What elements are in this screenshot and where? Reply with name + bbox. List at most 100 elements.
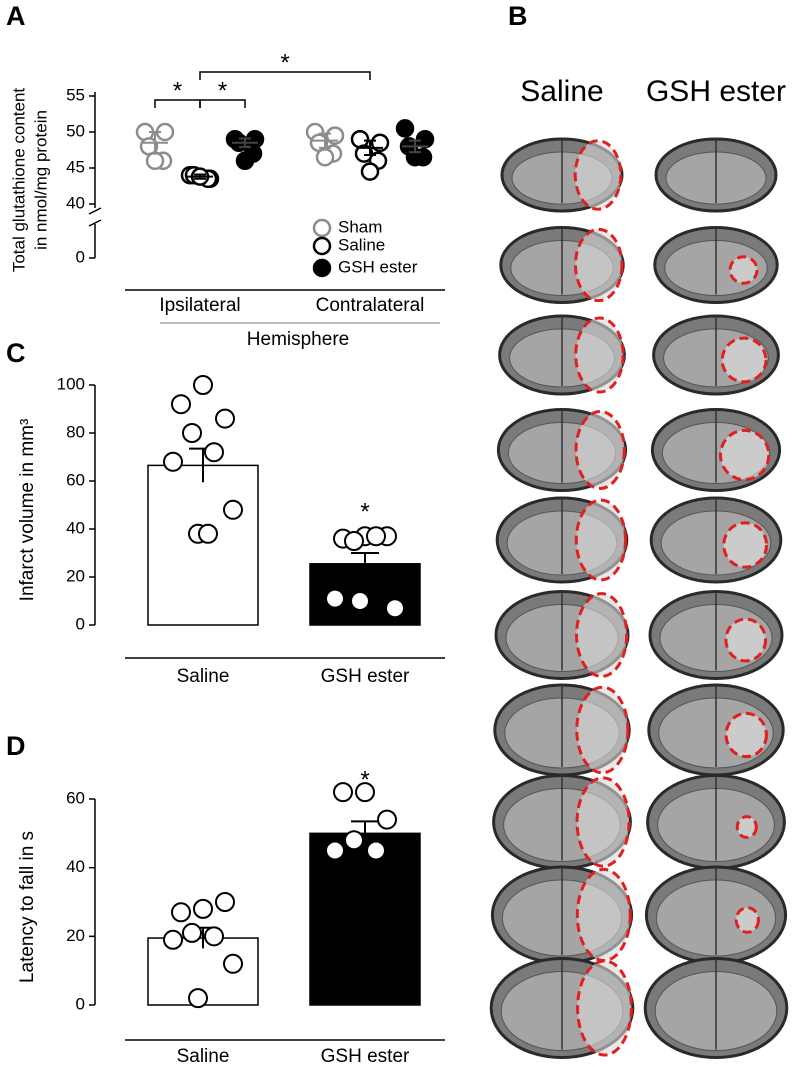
y-tick-label: 55 [66,85,85,104]
infarct-outline [735,815,758,839]
data-point [204,926,224,947]
data-point [198,523,218,544]
infarct-outline [575,867,632,963]
y-tick-label: 0 [76,614,85,633]
infarct-outline [734,906,760,934]
x-tick-label: Saline [177,666,230,687]
infarct-outline [724,617,768,663]
panel-label: B [508,1,528,31]
legend-marker [312,218,332,238]
significance-bracket [199,99,246,108]
data-point [215,892,235,912]
error-bar [351,820,379,846]
data-point [145,151,165,171]
data-point [325,588,345,609]
data-point [235,151,255,171]
data-point [204,442,224,463]
data-point [350,591,370,611]
y-axis-label: Total glutathione content [9,88,28,273]
legend-marker [312,258,332,278]
data-point [377,809,397,830]
y-axis-label: Latency to fall in s [17,831,38,983]
infarct-outline [573,227,624,303]
data-point [415,129,435,149]
bar [309,832,421,1006]
x-tick-label: Contralateral [316,295,425,316]
error-bar [351,552,379,575]
column-header: GSH ester [646,75,786,108]
y-tick-label: 100 [57,374,85,393]
error-bar [319,132,331,149]
infarct-outline [724,711,768,759]
data-point [163,451,183,472]
infarct-outline [574,316,625,394]
legend-label: GSH ester [338,257,418,276]
y-tick-label: 40 [66,193,85,212]
infarct-outline [720,336,768,384]
infarct-outline [728,255,759,285]
data-point [188,988,208,1009]
data-point [354,144,374,163]
x-axis-label: Hemisphere [247,329,349,350]
data-point [344,531,364,551]
data-point [385,598,405,619]
data-point [163,929,183,950]
data-point [344,830,364,851]
data-point [223,953,243,974]
data-point [355,782,375,803]
infarct-outline [575,776,631,868]
data-point [171,394,191,415]
data-point [370,133,390,153]
y-axis-label: Infarct volume in mm³ [17,419,38,602]
data-point [193,898,213,919]
significance-star: * [280,49,289,76]
legend-marker [312,236,332,256]
significance-star: * [360,498,369,525]
error-bar [364,139,376,157]
y-tick-label: 0 [76,247,85,266]
y-tick-label: 40 [66,518,85,537]
data-point [193,375,213,395]
infarct-outline [575,685,630,775]
y-tick-label: 20 [66,566,85,585]
data-point [360,162,380,181]
significance-star: * [360,767,369,794]
infarct-outline [574,498,628,582]
panel-label: A [6,1,26,31]
bar [147,464,259,626]
error-bar [409,139,421,154]
infarct-outline [574,410,626,490]
data-point [395,119,415,138]
y-axis-label: in nmol/mg protein [31,110,50,250]
legend-label: Sham [338,217,382,236]
legend-label: Saline [338,235,385,254]
error-bar [149,131,161,155]
data-point [223,499,243,520]
x-tick-label: Saline [177,1046,230,1067]
infarct-outline [718,428,771,482]
y-tick-label: 50 [66,121,85,140]
x-tick-label: GSH ester [321,1046,410,1067]
y-tick-label: 60 [66,470,85,489]
error-bar [239,137,251,149]
data-point [325,126,345,145]
y-tick-label: 80 [66,422,85,441]
data-point [182,922,202,943]
y-tick-label: 20 [66,926,85,945]
axis-break [88,207,102,215]
error-bar [194,173,206,180]
y-tick-label: 40 [66,857,85,876]
x-tick-label: Ipsilateral [159,295,240,316]
y-tick-label: 45 [66,157,85,176]
significance-bracket [199,71,371,80]
infarct-outline [576,959,633,1057]
infarct-outline [573,139,623,211]
panel-label: C [6,338,26,368]
data-point [171,902,191,923]
data-point [366,526,386,547]
data-point [315,147,335,167]
y-tick-label: 60 [66,788,85,807]
y-tick-label: 0 [76,994,85,1013]
x-tick-label: GSH ester [321,666,410,687]
